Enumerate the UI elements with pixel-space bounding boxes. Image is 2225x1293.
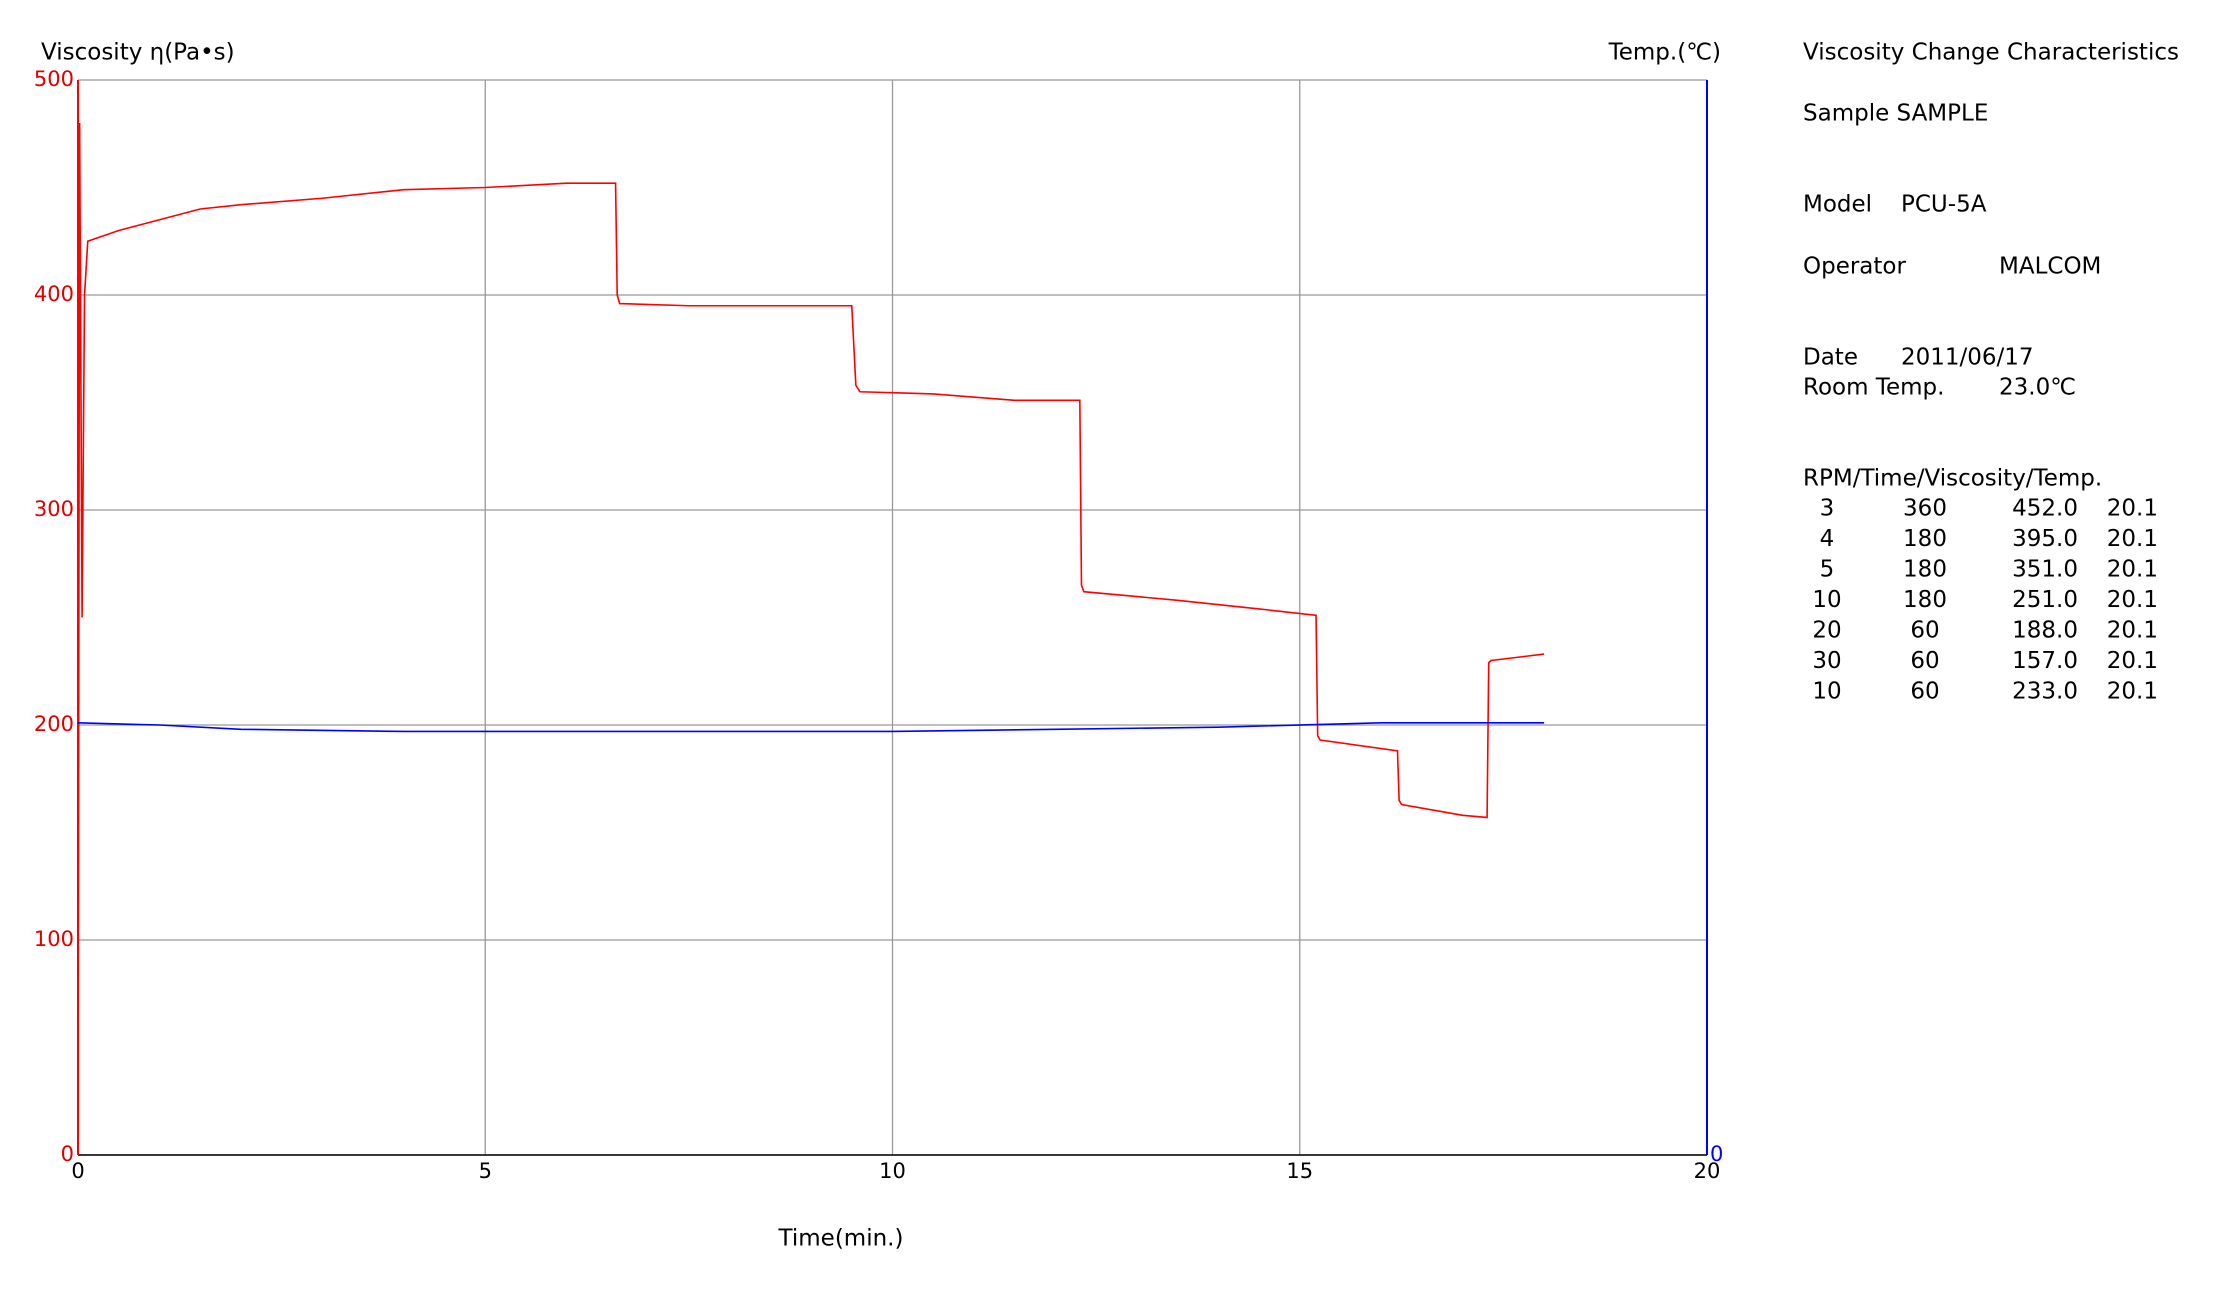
table-cell: 3 xyxy=(1820,496,1835,522)
table-cell: 10 xyxy=(1812,679,1841,705)
table-cell: 180 xyxy=(1903,557,1947,583)
y-axis-label: Viscosity η(Pa•s) xyxy=(41,40,235,66)
x-tick-label: 10 xyxy=(879,1159,906,1183)
table-cell: 360 xyxy=(1903,496,1947,522)
table-cell: 233.0 xyxy=(2012,679,2078,705)
y-tick-label: 300 xyxy=(34,497,74,521)
table-cell: 10 xyxy=(1812,587,1841,613)
y-tick-label: 400 xyxy=(34,282,74,306)
y-tick-label: 200 xyxy=(34,712,74,736)
info-label: Operator xyxy=(1803,254,1906,280)
table-cell: 251.0 xyxy=(2012,587,2078,613)
y-tick-label: 100 xyxy=(34,927,74,951)
table-cell: 395.0 xyxy=(2012,526,2078,552)
info-value: 23.0℃ xyxy=(1999,375,2076,401)
table-cell: 4 xyxy=(1820,526,1835,552)
table-cell: 20.1 xyxy=(2107,587,2158,613)
table-header: RPM/Time/Viscosity/Temp. xyxy=(1803,466,2102,492)
info-label: Date xyxy=(1803,345,1858,371)
table-cell: 20 xyxy=(1812,618,1841,644)
info-panel: Viscosity Change Characteristics Sample … xyxy=(1803,40,2179,492)
x-axis-label: Time(min.) xyxy=(778,1226,904,1252)
table-cell: 452.0 xyxy=(2012,496,2078,522)
info-label: Model xyxy=(1803,192,1872,218)
table-cell: 188.0 xyxy=(2012,618,2078,644)
table-cell: 180 xyxy=(1903,587,1947,613)
y2-axis-label: Temp.(℃) xyxy=(1608,40,1721,66)
info-sample: Sample SAMPLE xyxy=(1803,101,1988,127)
info-value: 2011/06/17 xyxy=(1901,345,2034,371)
y-tick-label: 0 xyxy=(61,1142,74,1166)
x-tick-label: 0 xyxy=(71,1159,84,1183)
table-cell: 30 xyxy=(1812,648,1841,674)
info-value: MALCOM xyxy=(1999,254,2101,280)
table-cell: 60 xyxy=(1910,618,1939,644)
table-cell: 20.1 xyxy=(2107,557,2158,583)
y2-tick-label: 0 xyxy=(1710,1142,1723,1166)
table-cell: 20.1 xyxy=(2107,648,2158,674)
table-cell: 351.0 xyxy=(2012,557,2078,583)
table-cell: 60 xyxy=(1910,648,1939,674)
table-cell: 5 xyxy=(1820,557,1835,583)
table-cell: 20.1 xyxy=(2107,679,2158,705)
table-cell: 60 xyxy=(1910,679,1939,705)
table-cell: 20.1 xyxy=(2107,496,2158,522)
info-label: Room Temp. xyxy=(1803,375,1944,401)
info-title: Viscosity Change Characteristics xyxy=(1803,40,2179,66)
x-tick-label: 20 xyxy=(1694,1159,1721,1183)
data-line xyxy=(77,122,1545,1156)
x-tick-label: 15 xyxy=(1286,1159,1313,1183)
table-cell: 20.1 xyxy=(2107,526,2158,552)
info-value: PCU-5A xyxy=(1901,192,1987,218)
x-tick-label: 5 xyxy=(479,1159,492,1183)
table-cell: 157.0 xyxy=(2012,648,2078,674)
data-line xyxy=(77,722,1545,733)
table-cell: 180 xyxy=(1903,526,1947,552)
table-cell: 20.1 xyxy=(2107,618,2158,644)
y-tick-label: 500 xyxy=(34,67,74,91)
